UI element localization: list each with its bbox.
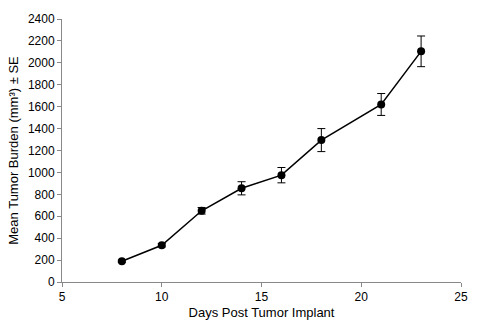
svg-text:1400: 1400 (28, 122, 55, 136)
svg-text:Days Post Tumor Implant: Days Post Tumor Implant (189, 305, 335, 320)
svg-text:400: 400 (35, 231, 55, 245)
svg-text:1200: 1200 (28, 144, 55, 158)
svg-text:600: 600 (35, 209, 55, 223)
svg-text:2400: 2400 (28, 12, 55, 26)
svg-text:1000: 1000 (28, 166, 55, 180)
svg-text:15: 15 (255, 290, 269, 304)
svg-text:20: 20 (355, 290, 369, 304)
svg-text:5: 5 (59, 290, 66, 304)
svg-text:10: 10 (155, 290, 169, 304)
svg-text:Mean Tumor Burden (mm³) ± SE: Mean Tumor Burden (mm³) ± SE (6, 56, 21, 245)
svg-text:1800: 1800 (28, 78, 55, 92)
svg-text:800: 800 (35, 188, 55, 202)
svg-text:2000: 2000 (28, 56, 55, 70)
svg-text:1600: 1600 (28, 100, 55, 114)
svg-text:200: 200 (35, 253, 55, 267)
svg-text:25: 25 (454, 290, 468, 304)
svg-text:2200: 2200 (28, 34, 55, 48)
svg-text:0: 0 (48, 275, 55, 289)
